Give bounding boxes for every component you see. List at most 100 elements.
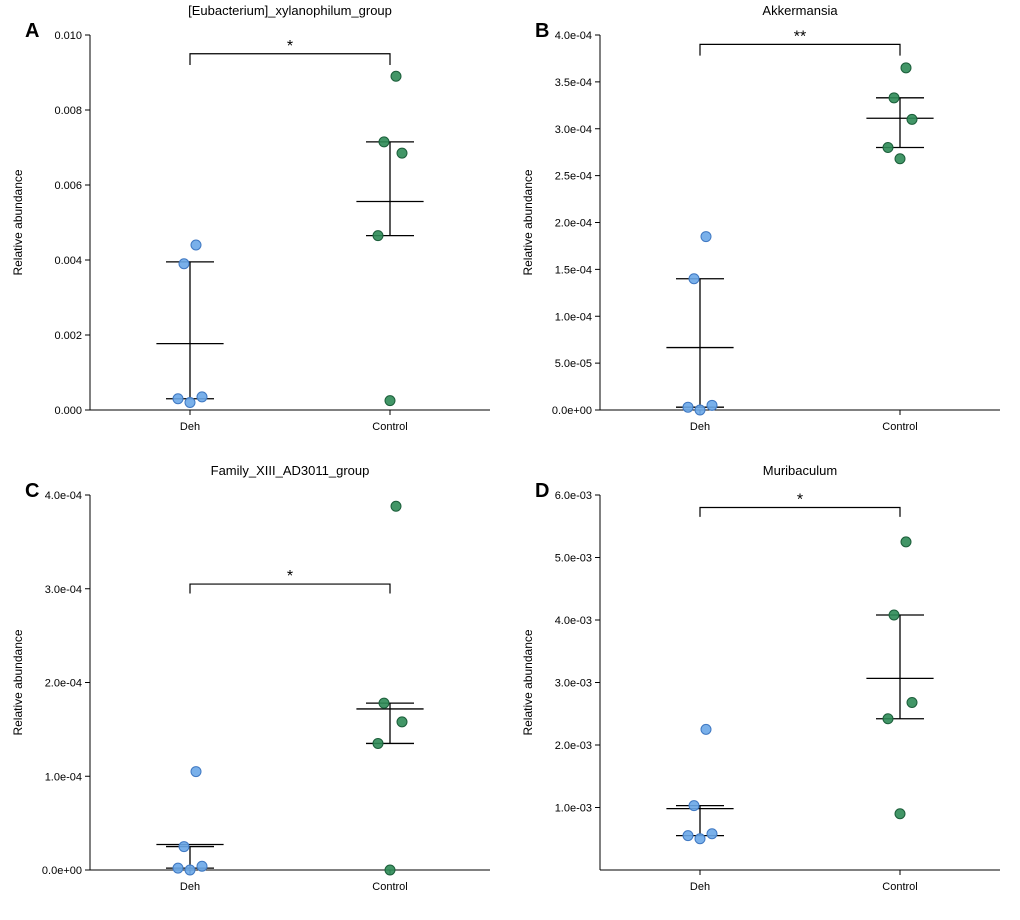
y-tick-label: 6.0e-03 [555, 490, 592, 502]
data-point [391, 501, 401, 511]
data-point [397, 717, 407, 727]
y-tick-label: 3.0e-04 [45, 584, 82, 596]
panel-D: D Muribaculum 1.0e-03 2.0e-03 3.0e-03 4.0e-0… [510, 460, 1020, 920]
data-point [197, 861, 207, 871]
data-point [197, 392, 207, 402]
data-point [701, 232, 711, 242]
data-point [683, 831, 693, 841]
data-point [185, 398, 195, 408]
y-tick-label: 5.0e-05 [555, 358, 592, 370]
y-axis-label: Relative abundance [521, 629, 535, 735]
panel-letter-C: C [25, 480, 39, 503]
y-tick-label: 0.000 [54, 405, 82, 417]
data-point [179, 259, 189, 269]
x-tick-label: Control [882, 421, 917, 433]
panel-letter-B: B [535, 20, 549, 43]
y-tick-label: 4.0e-04 [45, 490, 82, 502]
significance-bracket [700, 44, 900, 55]
significance-bracket [190, 54, 390, 65]
panel-letter-A: A [25, 20, 39, 43]
y-tick-label: 4.0e-04 [555, 30, 592, 42]
data-point [895, 154, 905, 164]
significance-bracket [700, 508, 900, 517]
data-point [689, 274, 699, 284]
data-point [689, 801, 699, 811]
x-tick-label: Control [372, 881, 407, 893]
y-axis-label: Relative abundance [11, 629, 25, 735]
x-tick-label: Control [882, 881, 917, 893]
x-tick-label: Deh [690, 881, 710, 893]
data-point [883, 143, 893, 153]
y-tick-label: 1.5e-04 [555, 264, 592, 276]
data-point [683, 402, 693, 412]
chart-title: Family_XIII_AD3011_group [211, 463, 370, 478]
y-tick-label: 0.006 [54, 180, 82, 192]
data-point [373, 231, 383, 241]
y-tick-label: 0.010 [54, 30, 82, 42]
data-point [379, 698, 389, 708]
y-tick-label: 0.0e+00 [42, 865, 82, 877]
data-point [191, 767, 201, 777]
y-tick-label: 0.002 [54, 330, 82, 342]
y-tick-label: 5.0e-03 [555, 553, 592, 565]
data-point [191, 240, 201, 250]
y-axis-label: Relative abundance [11, 169, 25, 275]
y-tick-label: 2.0e-04 [45, 678, 82, 690]
y-tick-label: 2.5e-04 [555, 171, 592, 183]
y-tick-label: 0.008 [54, 105, 82, 117]
significance-label: * [287, 568, 293, 585]
data-point [173, 863, 183, 873]
chart-D: Muribaculum 1.0e-03 2.0e-03 3.0e-03 4.0e-03 5… [510, 460, 1020, 920]
y-tick-label: 4.0e-03 [555, 615, 592, 627]
data-point [907, 114, 917, 124]
data-point [173, 394, 183, 404]
data-point [695, 405, 705, 415]
data-point [695, 834, 705, 844]
y-tick-label: 3.5e-04 [555, 77, 592, 89]
data-point [907, 698, 917, 708]
data-point [889, 93, 899, 103]
chart-grid: A [Eubacterium]_xylanophilum_group 0.000 0… [0, 0, 1020, 920]
data-point [379, 137, 389, 147]
y-tick-label: 2.0e-03 [555, 740, 592, 752]
significance-label: * [797, 492, 803, 509]
y-tick-label: 3.0e-04 [555, 124, 592, 136]
data-point [397, 148, 407, 158]
data-point [889, 610, 899, 620]
data-point [707, 400, 717, 410]
data-point [385, 396, 395, 406]
chart-B: Akkermansia 0.0e+00 5.0e-05 1.0e-04 1.5e-04 2… [510, 0, 1020, 460]
data-point [707, 829, 717, 839]
data-point [895, 809, 905, 819]
data-point [901, 537, 911, 547]
chart-C: Family_XIII_AD3011_group 0.0e+00 1.0e-04 2.… [0, 460, 510, 920]
y-tick-label: 0.0e+00 [552, 405, 592, 417]
panel-A: A [Eubacterium]_xylanophilum_group 0.000 0… [0, 0, 510, 460]
x-tick-label: Control [372, 421, 407, 433]
y-tick-label: 1.0e-04 [555, 311, 592, 323]
x-tick-label: Deh [180, 881, 200, 893]
chart-title: Muribaculum [763, 463, 837, 478]
y-tick-label: 3.0e-03 [555, 678, 592, 690]
y-tick-label: 2.0e-04 [555, 218, 592, 230]
y-axis-label: Relative abundance [521, 169, 535, 275]
data-point [391, 71, 401, 81]
data-point [385, 865, 395, 875]
data-point [185, 865, 195, 875]
y-tick-label: 1.0e-04 [45, 771, 82, 783]
chart-title: [Eubacterium]_xylanophilum_group [188, 3, 392, 18]
chart-A: [Eubacterium]_xylanophilum_group 0.000 0.0… [0, 0, 510, 460]
data-point [373, 738, 383, 748]
data-point [179, 842, 189, 852]
significance-bracket [190, 584, 390, 593]
panel-C: C Family_XIII_AD3011_group 0.0e+00 1.0e-04… [0, 460, 510, 920]
x-tick-label: Deh [180, 421, 200, 433]
panel-letter-D: D [535, 480, 549, 503]
data-point [883, 714, 893, 724]
significance-label: * [287, 38, 293, 55]
y-tick-label: 1.0e-03 [555, 803, 592, 815]
chart-title: Akkermansia [762, 3, 838, 18]
panel-B: B Akkermansia 0.0e+00 5.0e-05 1.0e-04 1.5e-0… [510, 0, 1020, 460]
data-point [701, 724, 711, 734]
data-point [901, 63, 911, 73]
